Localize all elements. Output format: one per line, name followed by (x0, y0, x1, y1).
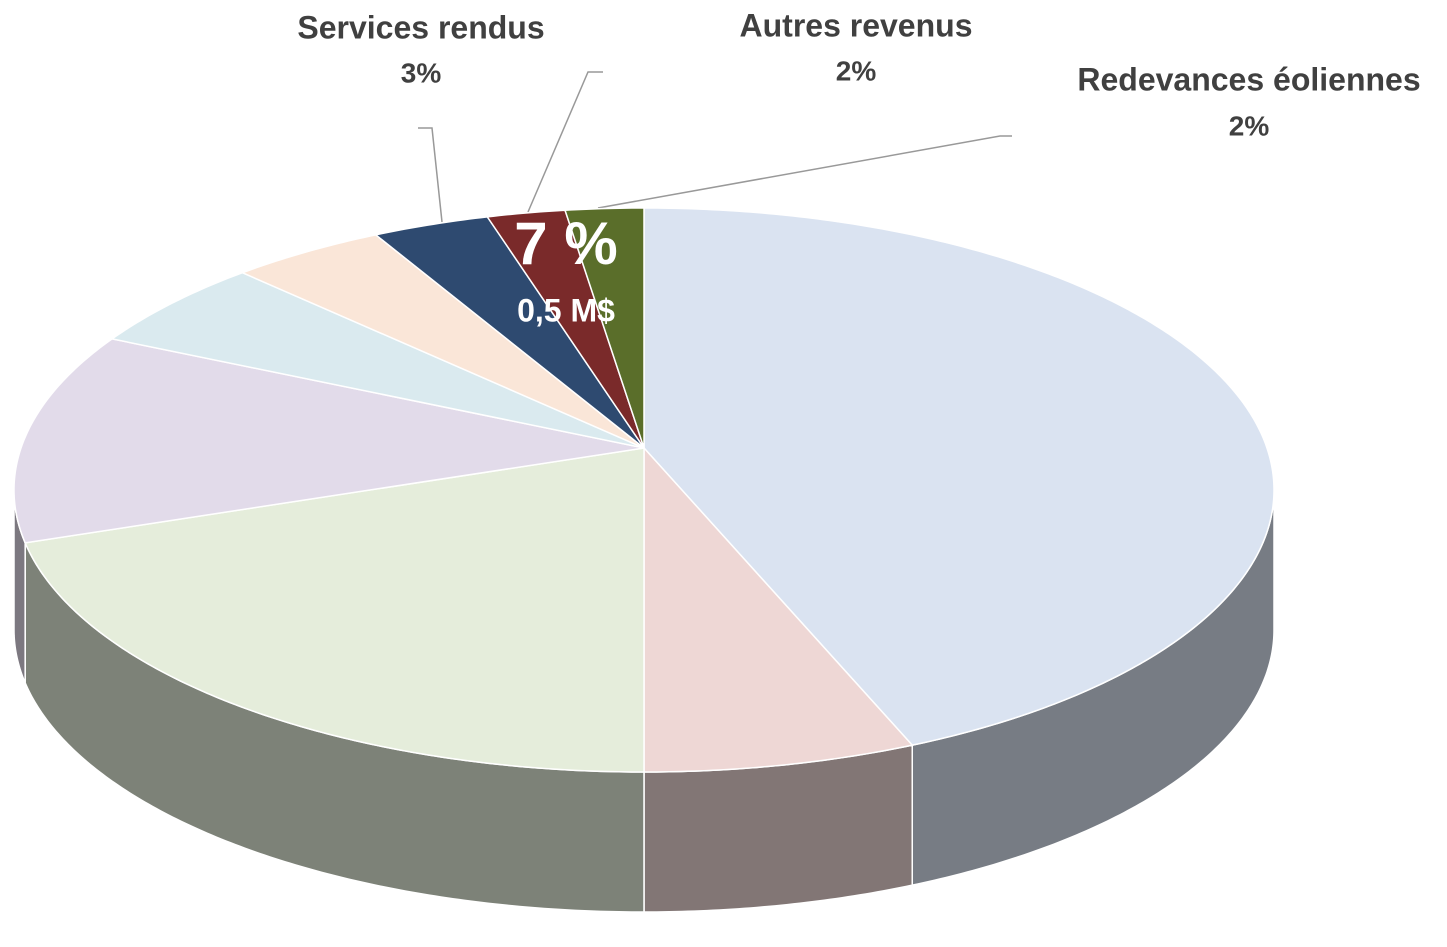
leader-line (597, 135, 1012, 209)
slice-label: Services rendus (297, 9, 544, 45)
slice (374, 216, 645, 449)
slice (643, 207, 1275, 746)
slice (643, 446, 914, 773)
slice-label: Redevances éoliennes (1077, 61, 1420, 97)
leader-line (527, 71, 603, 213)
leader-line (418, 127, 443, 223)
slice (110, 271, 645, 449)
slice (564, 207, 645, 449)
slice (240, 234, 645, 449)
sides (13, 489, 1275, 913)
slice (24, 447, 645, 773)
slice (13, 338, 645, 544)
value-label: 2% (836, 55, 877, 86)
value-label: 2% (1229, 110, 1270, 141)
tops (13, 207, 1275, 773)
slice-label: Autres revenus (740, 7, 973, 43)
annotation: 0,5 M$ (517, 292, 615, 328)
annotation: 7 % (514, 210, 617, 277)
value-label: 3% (401, 57, 442, 88)
slice (486, 209, 645, 449)
